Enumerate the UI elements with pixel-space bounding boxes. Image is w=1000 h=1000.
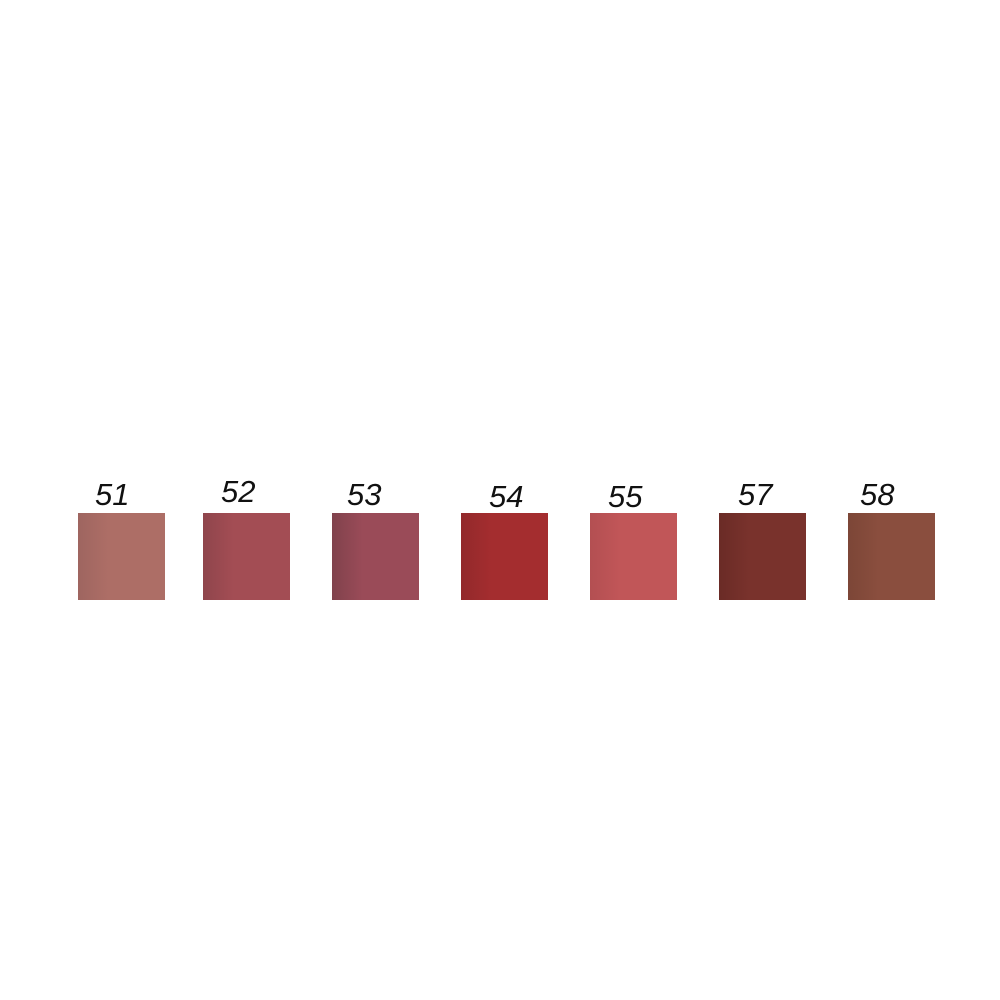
color-swatch-55 (590, 513, 677, 600)
color-swatch-54 (461, 513, 548, 600)
swatch-label: 53 (347, 477, 382, 512)
color-swatch-53 (332, 513, 419, 600)
swatch-label: 58 (860, 477, 895, 512)
color-swatch-51 (78, 513, 165, 600)
swatch-label: 55 (608, 479, 643, 514)
color-swatch-58 (848, 513, 935, 600)
swatch-label: 57 (738, 477, 773, 512)
swatch-label: 52 (221, 474, 256, 509)
color-swatch-57 (719, 513, 806, 600)
swatch-label: 51 (95, 477, 130, 512)
swatch-label: 54 (489, 479, 524, 514)
color-swatch-52 (203, 513, 290, 600)
